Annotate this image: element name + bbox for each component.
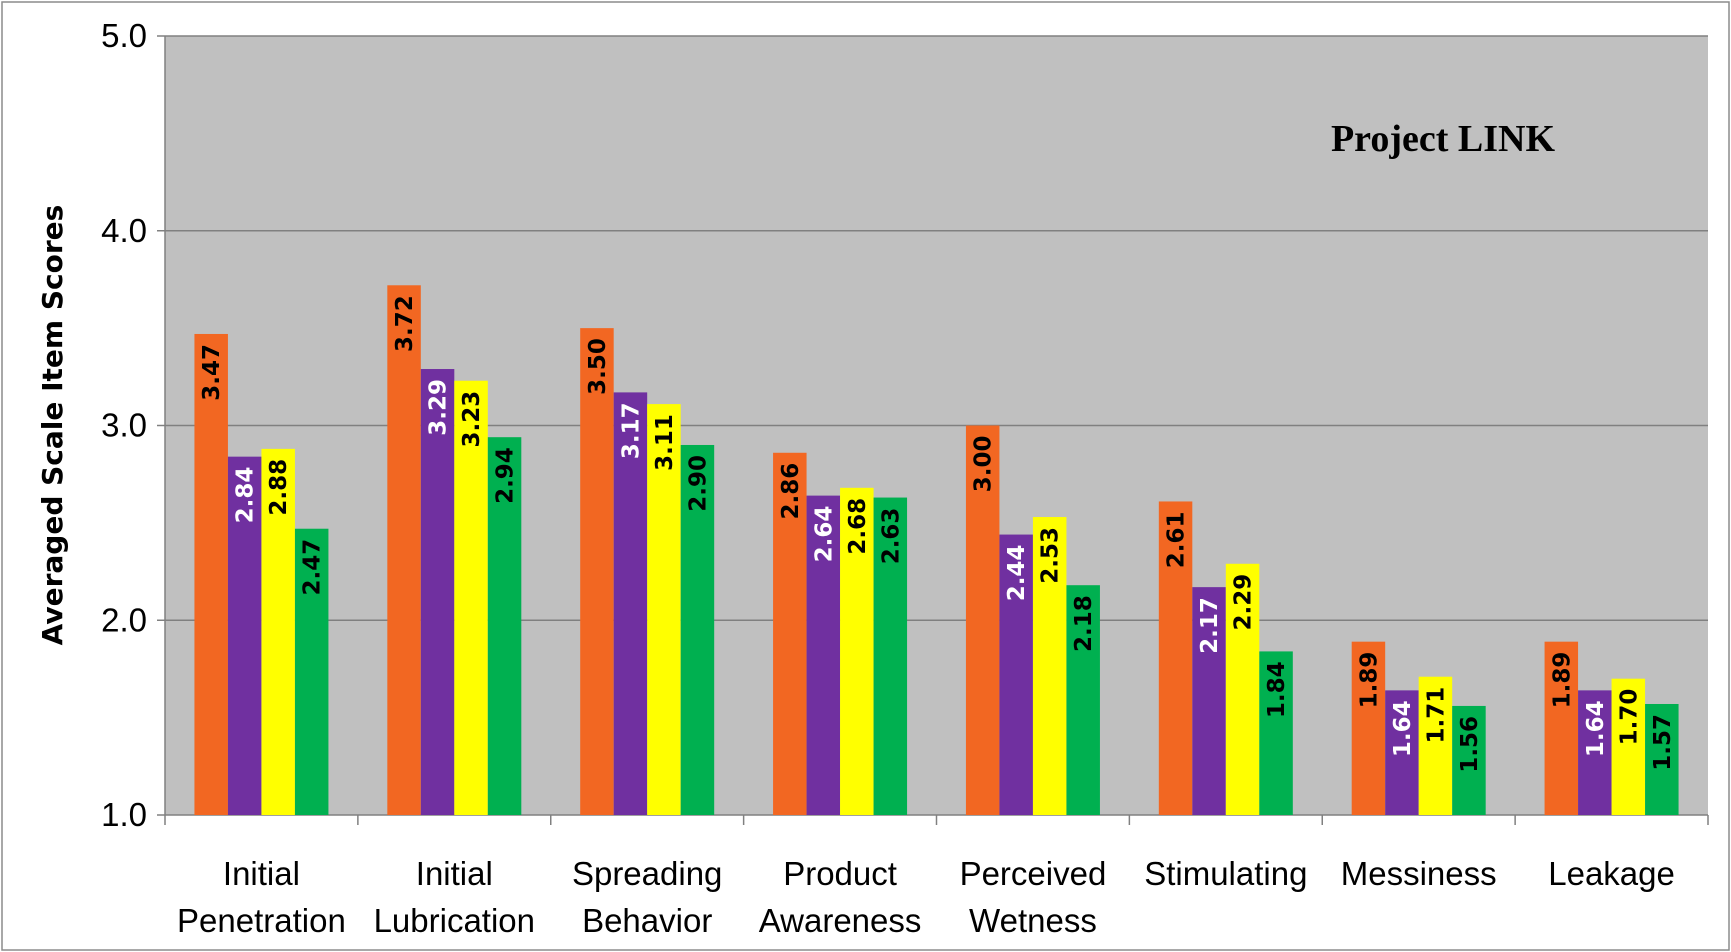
data-label: 2.47 <box>300 539 326 596</box>
bar <box>454 380 488 815</box>
category-label: Messiness <box>1341 855 1497 892</box>
bar <box>840 487 874 815</box>
category-label: Leakage <box>1548 855 1675 892</box>
bar <box>1578 690 1612 815</box>
bar <box>773 452 807 815</box>
y-tick-label: 2.0 <box>101 601 147 638</box>
data-label: 2.94 <box>493 447 519 504</box>
data-label: 1.89 <box>1549 652 1575 709</box>
data-label: 3.17 <box>618 402 644 459</box>
bar <box>647 404 681 815</box>
data-label: 2.63 <box>878 508 904 565</box>
bar <box>1611 678 1646 815</box>
data-label: 3.50 <box>585 338 611 395</box>
bar <box>1452 705 1486 815</box>
bar <box>387 285 421 815</box>
bar <box>965 425 1000 815</box>
data-label: 1.89 <box>1356 652 1382 709</box>
category-label: Stimulating <box>1144 855 1307 892</box>
data-label: 2.88 <box>266 459 292 516</box>
category-label: Initial <box>223 855 300 892</box>
category-label: Behavior <box>582 902 712 939</box>
data-label: 1.64 <box>1390 700 1416 757</box>
bar <box>227 456 262 815</box>
bar <box>1066 585 1100 815</box>
data-label: 2.64 <box>811 506 837 563</box>
bar <box>580 328 614 815</box>
data-label: 2.53 <box>1038 527 1064 584</box>
bar <box>1645 703 1679 815</box>
data-label: 3.00 <box>971 436 997 493</box>
bar <box>999 534 1033 815</box>
data-label: 3.11 <box>652 414 678 471</box>
bar <box>194 333 228 815</box>
category-label: Penetration <box>177 902 346 939</box>
data-label: 3.23 <box>459 391 485 448</box>
bar <box>420 369 455 815</box>
y-tick-label: 1.0 <box>101 796 147 833</box>
category-label: Lubrication <box>374 902 535 939</box>
bar <box>1032 517 1067 815</box>
data-label: 2.68 <box>845 498 871 555</box>
bar <box>1158 501 1193 815</box>
y-tick-label: 4.0 <box>101 212 147 249</box>
y-axis-title: Averaged Scale Item Scores <box>36 205 69 646</box>
data-label: 1.56 <box>1457 716 1483 773</box>
chart-title: Project LINK <box>1331 118 1556 160</box>
bar <box>1192 587 1226 815</box>
category-label: Product <box>783 855 897 892</box>
bar <box>294 528 329 815</box>
data-label: 3.29 <box>426 379 452 436</box>
bar <box>1225 563 1260 815</box>
bar <box>873 497 908 815</box>
data-label: 2.18 <box>1071 595 1097 652</box>
data-label: 1.64 <box>1583 700 1609 757</box>
bar <box>1351 641 1386 815</box>
data-label: 2.90 <box>685 455 711 512</box>
bar <box>613 392 648 815</box>
category-label: Spreading <box>572 855 722 892</box>
y-tick-label: 5.0 <box>101 17 147 54</box>
data-label: 3.72 <box>392 295 418 352</box>
data-label: 2.86 <box>778 463 804 520</box>
bar <box>806 495 841 815</box>
bar <box>487 437 522 815</box>
bar <box>1544 641 1579 815</box>
data-label: 1.84 <box>1264 661 1290 718</box>
category-label: Perceived <box>960 855 1107 892</box>
bar <box>1418 676 1453 815</box>
y-tick-label: 3.0 <box>101 407 147 444</box>
data-label: 2.29 <box>1231 574 1257 631</box>
data-label: 2.84 <box>233 467 259 524</box>
data-label: 3.47 <box>199 344 225 401</box>
category-label: Initial <box>416 855 493 892</box>
data-label: 2.61 <box>1164 511 1190 568</box>
data-label: 2.44 <box>1004 545 1030 602</box>
bar <box>1385 690 1419 815</box>
bar <box>1259 651 1293 815</box>
data-label: 1.57 <box>1650 714 1676 771</box>
category-label: Awareness <box>759 902 922 939</box>
bar <box>680 444 715 815</box>
data-label: 1.71 <box>1423 687 1449 744</box>
category-label: Wetness <box>969 902 1097 939</box>
data-label: 2.17 <box>1197 597 1223 654</box>
data-label: 1.70 <box>1616 689 1642 746</box>
bar <box>261 448 295 815</box>
